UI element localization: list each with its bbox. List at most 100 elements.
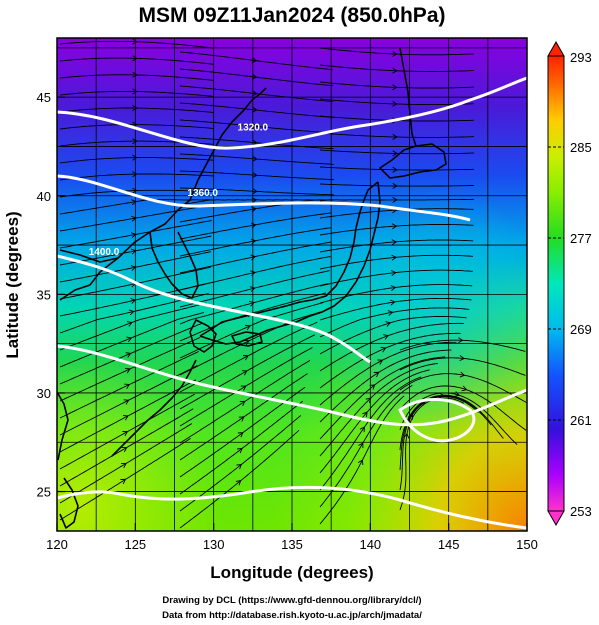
y-tick-label: 35 xyxy=(37,287,51,302)
streamline-arrowhead xyxy=(122,431,129,437)
streamline-arrowhead xyxy=(132,88,138,95)
streamline-arrowhead xyxy=(392,183,398,189)
contour-1360 xyxy=(57,174,471,222)
x-tick-label: 135 xyxy=(281,537,303,552)
streamline-arrowhead xyxy=(132,55,138,62)
streamline-arrowhead xyxy=(132,38,138,45)
colorbar-tick-label: 285 xyxy=(570,140,592,155)
coastline-yellow-sea xyxy=(59,249,119,263)
streamline-arrowhead xyxy=(123,399,130,405)
colorbar-gradient xyxy=(547,55,565,512)
streamline-arrowhead xyxy=(390,299,396,306)
streamline-arrowhead xyxy=(250,254,257,261)
lat-lon-grid xyxy=(57,38,527,531)
coastline-ryukyu xyxy=(111,359,197,457)
y-tick-label: 30 xyxy=(37,386,51,401)
streamline-arrowhead xyxy=(392,84,398,91)
plot-area: 1320.0 1360.0 1400.0 xyxy=(57,38,527,531)
streamline-arrowhead xyxy=(252,172,258,179)
coastline-honshu-north xyxy=(199,181,381,345)
wind-streamlines xyxy=(59,38,527,529)
streamline-arrowhead xyxy=(391,239,398,246)
x-tick-label: 140 xyxy=(359,537,381,552)
contour-label: 1360.0 xyxy=(187,188,218,199)
streamline-arrowhead xyxy=(392,133,398,140)
coastline-taiwan xyxy=(59,477,79,529)
streamline-arrowhead xyxy=(403,432,410,439)
streamline-arrowhead xyxy=(252,123,258,130)
streamline-arrowhead xyxy=(461,385,468,392)
streamline-arrowhead xyxy=(250,238,257,245)
map-title: MSM 09Z11Jan2024 (850.0hPa) xyxy=(138,4,445,27)
x-tick-label: 120 xyxy=(46,537,68,552)
x-tick-label: 150 xyxy=(516,537,538,552)
streamline-arrowhead xyxy=(359,426,365,433)
streamline-arrowhead xyxy=(120,478,127,485)
streamline-arrowhead xyxy=(244,324,251,331)
streamline-arrowhead xyxy=(235,480,242,486)
colorbar-tick-label: 269 xyxy=(570,322,592,337)
x-tick-label: 130 xyxy=(203,537,225,552)
streamline-arrowhead xyxy=(121,446,128,453)
streamline-arrowhead xyxy=(391,254,397,261)
streamline-arrowhead xyxy=(126,336,133,343)
streamline-arrowhead xyxy=(124,367,131,374)
streamline-arrowhead xyxy=(132,105,138,111)
credit-drawing: Drawing by DCL (https://www.gfd-dennou.o… xyxy=(162,595,421,606)
streamline-arrowhead xyxy=(132,171,138,178)
x-tick-label: 145 xyxy=(438,537,460,552)
y-tick-label: 45 xyxy=(37,90,51,105)
credit-data-source: Data from http://database.rish.kyoto-u.a… xyxy=(162,610,422,621)
streamline-arrowhead xyxy=(392,150,398,157)
contour-1400 xyxy=(57,254,371,364)
x-tick-label: 125 xyxy=(124,537,146,552)
streamline-arrowhead xyxy=(391,270,397,276)
streamline-arrowhead xyxy=(128,309,135,316)
streamline-arrowhead xyxy=(238,416,245,422)
streamline-arrowhead xyxy=(357,459,364,466)
streamline-arrowhead xyxy=(358,442,364,449)
streamline-arrowhead xyxy=(251,57,258,64)
contour-1320 xyxy=(57,76,527,150)
streamline-arrowhead xyxy=(237,432,244,438)
streamline-arrowhead xyxy=(392,100,398,107)
streamline-arrowhead xyxy=(125,352,132,358)
contour-labels: 1320.0 1360.0 1400.0 xyxy=(89,123,269,258)
contour-1440 xyxy=(57,344,527,427)
contour-low-center xyxy=(398,398,476,443)
streamline-arrowhead xyxy=(365,397,372,404)
streamline-arrowhead xyxy=(251,73,258,80)
streamline xyxy=(399,357,526,376)
streamline-arrowhead xyxy=(251,197,258,204)
streamline-arrowhead xyxy=(377,359,384,365)
streamline-arrowhead xyxy=(251,106,258,113)
streamline-arrowhead xyxy=(369,384,376,390)
streamline-arrowhead xyxy=(391,223,398,230)
colorbar-bottom-arrow xyxy=(547,510,565,527)
streamline-arrowhead xyxy=(459,355,465,362)
x-axis-label: Longitude (degrees) xyxy=(210,563,373,582)
streamline-arrowhead xyxy=(242,355,249,361)
streamline-arrowhead xyxy=(390,285,397,291)
coastline-shikoku xyxy=(231,331,263,347)
streamline-arrowhead xyxy=(385,321,392,327)
contour-1480 xyxy=(57,485,527,530)
streamline-arrowhead xyxy=(252,155,258,162)
y-axis-label: Latitude (degrees) xyxy=(3,211,22,358)
coastline-sakhalin xyxy=(399,47,417,147)
colorbar-tick-label: 253 xyxy=(570,504,592,519)
colorbar-tick-label: 277 xyxy=(570,231,592,246)
streamline-arrowhead xyxy=(251,90,258,97)
streamline-arrowhead xyxy=(392,166,398,173)
x-axis-ticks: 120 125 130 135 140 145 150 xyxy=(46,523,538,552)
streamline-arrowhead xyxy=(131,215,137,222)
streamline-arrowhead xyxy=(454,391,460,397)
streamline-arrowhead xyxy=(459,371,466,378)
height-contours xyxy=(57,76,527,530)
streamline-arrowhead xyxy=(392,196,398,203)
streamline-arrowhead xyxy=(458,337,464,344)
streamline-arrowhead xyxy=(362,411,368,418)
streamline-arrowhead xyxy=(249,286,256,293)
streamline-arrowhead xyxy=(252,188,258,195)
